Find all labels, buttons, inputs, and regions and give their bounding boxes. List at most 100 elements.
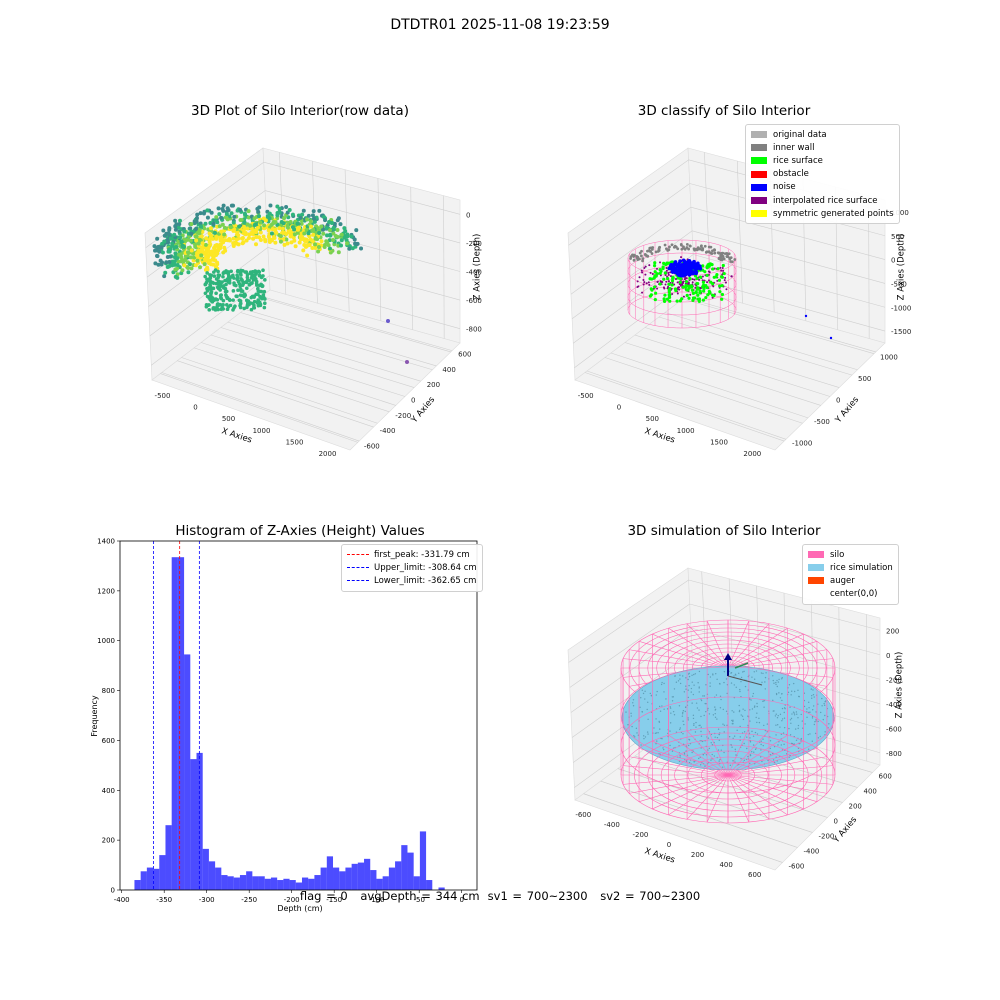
rice-point xyxy=(750,699,752,701)
noise-point xyxy=(677,273,681,277)
wall-gridline xyxy=(568,579,689,663)
rice-point xyxy=(773,745,776,748)
data-point xyxy=(173,255,178,260)
rice-point xyxy=(663,682,665,685)
rice-point xyxy=(812,705,815,707)
silo-spoke xyxy=(623,774,729,785)
status-sv1: sv1 = 700~2300 xyxy=(487,889,588,903)
rice-point xyxy=(754,748,757,751)
wall-gridline xyxy=(838,607,841,754)
rice-point xyxy=(627,724,629,726)
data-point xyxy=(269,238,274,243)
data-point xyxy=(250,272,254,277)
rice-point xyxy=(740,757,742,760)
histogram-bar xyxy=(252,876,259,890)
data-point xyxy=(251,236,256,241)
wall-gridline xyxy=(267,247,461,301)
data-point xyxy=(218,293,223,298)
rice-surface-point xyxy=(652,264,657,268)
rice-point xyxy=(716,678,718,681)
rice-point xyxy=(759,756,762,758)
rice-point xyxy=(721,766,724,768)
rice-point xyxy=(725,710,728,713)
interpolated-point xyxy=(691,281,694,284)
rice-point xyxy=(683,753,686,755)
data-point xyxy=(160,241,165,246)
data-point xyxy=(212,270,216,274)
rice-point xyxy=(687,678,689,681)
inner-wall-point xyxy=(641,257,645,261)
histogram-bar xyxy=(326,856,334,890)
data-point xyxy=(354,242,359,247)
rice-point xyxy=(692,717,695,720)
data-point xyxy=(207,261,212,266)
inner-wall-point xyxy=(651,246,655,249)
data-point xyxy=(259,289,264,294)
rice-point xyxy=(739,688,741,691)
data-point xyxy=(327,219,332,224)
rice-point xyxy=(679,728,681,731)
data-point xyxy=(244,286,249,291)
interpolated-point xyxy=(721,273,724,276)
rice-point xyxy=(801,720,804,722)
rice-point xyxy=(776,724,779,726)
data-point xyxy=(216,269,220,274)
data-point xyxy=(238,287,243,292)
data-point xyxy=(240,283,245,287)
data-point xyxy=(212,274,217,278)
noise-point xyxy=(691,271,695,276)
data-point xyxy=(305,217,310,222)
histogram-bar xyxy=(159,855,166,890)
histogram-bar xyxy=(258,876,265,890)
silo-spoke xyxy=(727,730,770,776)
data-point xyxy=(203,257,208,262)
rice-point xyxy=(775,724,777,726)
rice-point xyxy=(769,740,772,742)
wall-gridline xyxy=(269,275,461,329)
rice-point xyxy=(758,717,760,720)
rice-point xyxy=(723,731,725,733)
rice-point xyxy=(778,741,780,743)
data-point xyxy=(173,267,178,272)
rice-point xyxy=(775,681,777,684)
data-point xyxy=(189,222,194,227)
data-point xyxy=(256,209,261,214)
data-point xyxy=(214,235,219,240)
inner-wall-point xyxy=(704,250,708,254)
rice-point xyxy=(815,720,817,722)
rice-point xyxy=(707,737,710,739)
figure-title: DTDTR01 2025-11-08 19:23:59 xyxy=(390,17,610,33)
histogram-bar xyxy=(227,876,234,890)
data-point xyxy=(176,240,181,245)
rice-point xyxy=(744,685,747,688)
data-point xyxy=(317,230,322,235)
rice-point xyxy=(754,731,757,734)
rice-point xyxy=(661,705,663,707)
rice-point xyxy=(754,705,756,707)
rice-point xyxy=(781,676,783,679)
interpolated-point xyxy=(663,287,666,290)
rice-surface-point xyxy=(667,295,672,300)
y-tick-label: -600 xyxy=(364,442,380,450)
x-tick-label: 600 xyxy=(748,871,761,879)
legend-entry: rice surface xyxy=(751,154,894,167)
interpolated-point xyxy=(643,281,646,284)
data-point xyxy=(205,294,210,299)
data-point xyxy=(158,258,163,263)
y-tick-label: -600 xyxy=(789,863,805,871)
noise-point xyxy=(693,269,698,274)
wall-gridline xyxy=(694,277,886,332)
data-point xyxy=(203,282,208,287)
data-point xyxy=(354,228,359,233)
rice-point xyxy=(817,703,819,705)
data-point xyxy=(255,225,260,230)
rice-point xyxy=(739,736,741,738)
rice-point xyxy=(698,687,700,689)
interpolated-point xyxy=(680,256,683,259)
data-point xyxy=(316,249,321,254)
data-point xyxy=(263,301,267,305)
inner-wall-point xyxy=(633,253,636,257)
silo-spoke xyxy=(629,774,729,794)
rice-point xyxy=(743,670,745,673)
data-point xyxy=(256,299,260,303)
